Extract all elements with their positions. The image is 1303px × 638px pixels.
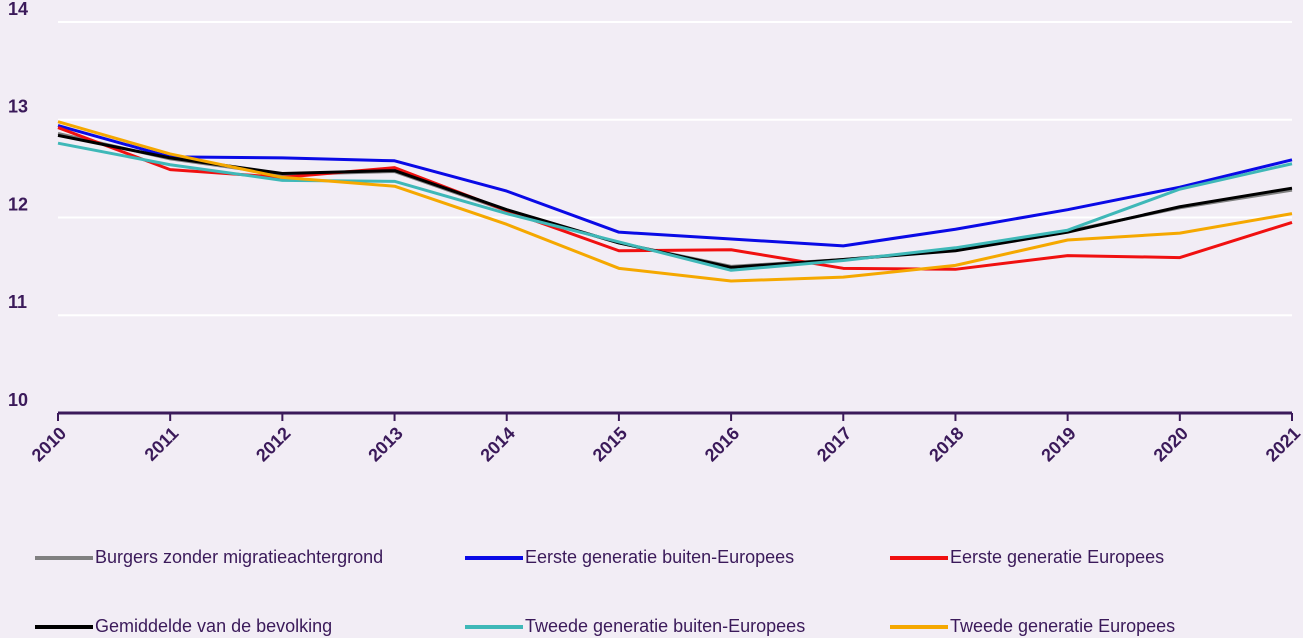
series-line <box>57 131 1293 268</box>
y-tick-label: 10 <box>8 390 28 410</box>
legend-label: Eerste generatie buiten-Europees <box>525 547 794 567</box>
legend-label: Gemiddelde van de bevolking <box>95 616 332 636</box>
x-tick-label: 2013 <box>364 423 406 465</box>
series-line <box>57 141 1293 272</box>
x-tick-label: 2011 <box>141 423 183 465</box>
series-line <box>57 120 1293 283</box>
legend-label: Tweede generatie Europees <box>950 616 1175 636</box>
legend-label: Burgers zonder migratieachtergrond <box>95 547 383 567</box>
y-tick-label: 14 <box>8 0 28 19</box>
series-line <box>57 124 1293 248</box>
x-tick-label: 2015 <box>589 423 631 465</box>
x-tick-label: 2019 <box>1037 423 1079 465</box>
x-tick-label: 2014 <box>476 423 518 465</box>
x-tick-label: 2010 <box>28 423 70 465</box>
x-tick-label: 2020 <box>1150 423 1192 465</box>
x-tick-label: 2018 <box>925 423 967 465</box>
legend-label: Eerste generatie Europees <box>950 547 1164 567</box>
x-tick-label: 2012 <box>252 423 294 465</box>
y-tick-label: 13 <box>8 97 28 117</box>
x-tick-label: 2021 <box>1262 423 1303 465</box>
x-tick-label: 2016 <box>701 423 743 465</box>
series-line <box>57 126 1293 271</box>
y-tick-label: 12 <box>8 194 28 214</box>
y-tick-label: 11 <box>8 292 27 312</box>
legend-label: Tweede generatie buiten-Europees <box>525 616 805 636</box>
x-tick-label: 2017 <box>813 423 855 465</box>
